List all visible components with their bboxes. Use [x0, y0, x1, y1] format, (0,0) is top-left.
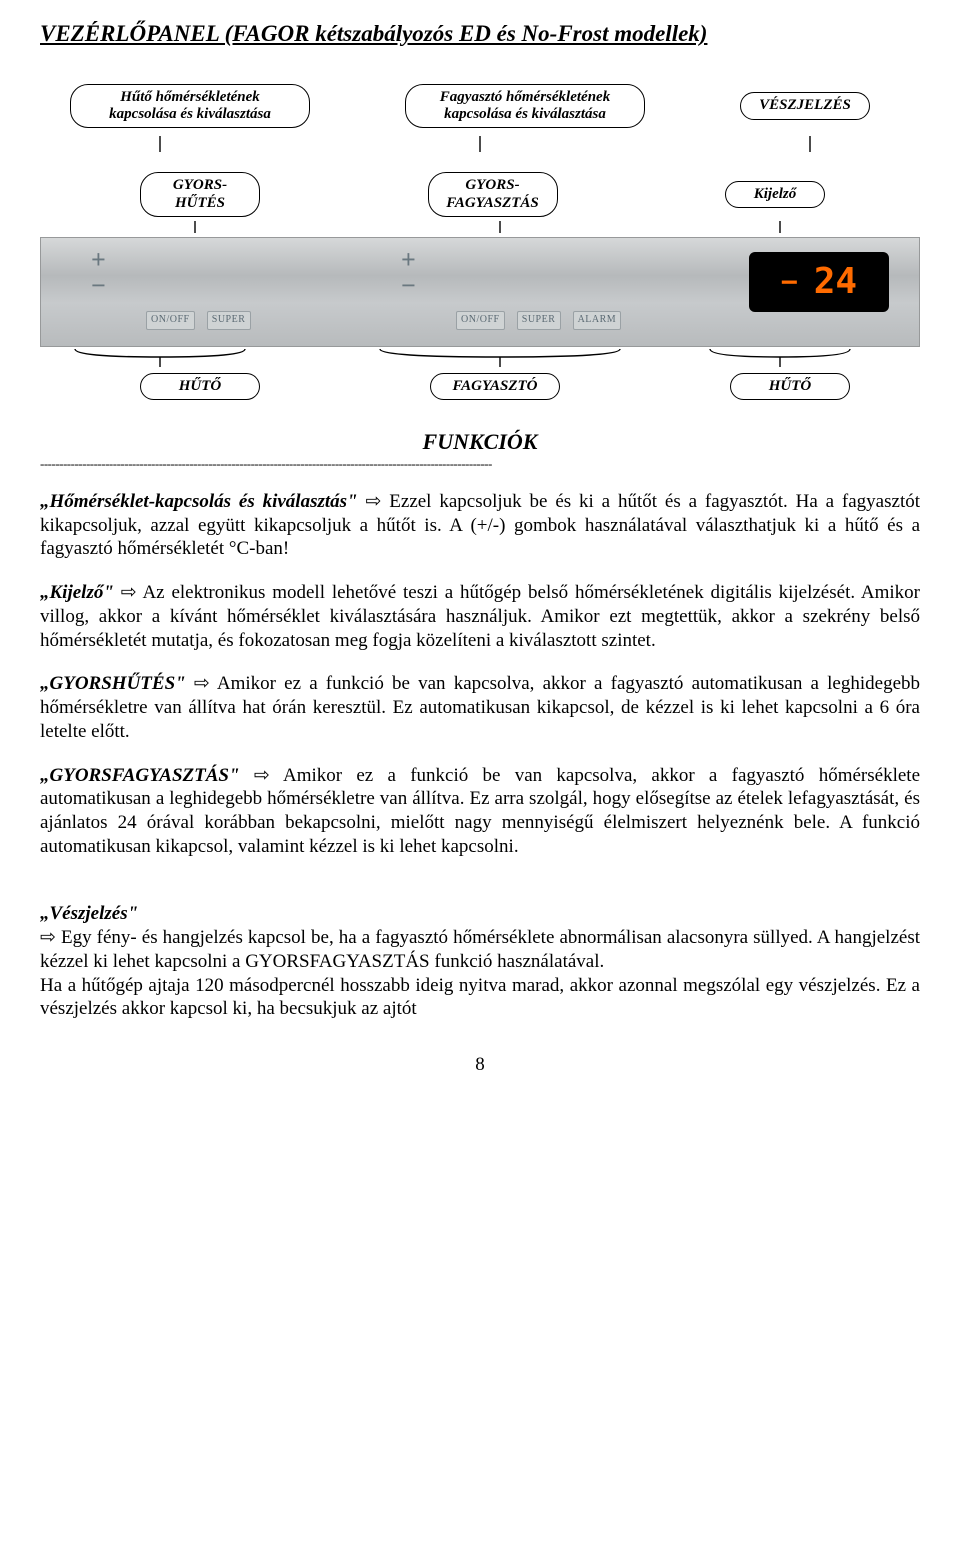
- page-number: 8: [40, 1053, 920, 1077]
- minus-icon: −: [401, 274, 416, 299]
- connectors-mid: [40, 221, 920, 237]
- plus-icon: +: [91, 248, 106, 273]
- page-title: VEZÉRLŐPANEL (FAGOR kétszabályozós ED és…: [40, 20, 920, 49]
- text-veszjelzes: Egy fény- és hangjelzés kapcsol be, ha a…: [40, 927, 920, 1019]
- label-huto-left: HŰTŐ: [140, 373, 260, 400]
- arrow-icon: ⇨: [254, 764, 270, 788]
- label-fagyaszto-homerseklet: Fagyasztó hőmérsékletének kapcsolása és …: [405, 84, 645, 129]
- control-panel-image: + − ON/OFF SUPER + − ON/OFF SUPER ALARM …: [40, 237, 920, 347]
- temperature-display: − 24: [749, 252, 889, 312]
- label-gyorshuites: GYORS- HŰTÉS: [140, 172, 260, 217]
- term-homerseklet: „Hőmérséklet-kapcsolás és kiválasztás": [40, 491, 358, 512]
- plus-icon: +: [401, 248, 416, 273]
- freezer-super-button[interactable]: SUPER: [517, 311, 561, 330]
- minus-icon: −: [91, 274, 106, 299]
- para-gyorsfagyasztas: „GYORSFAGYASZTÁS" ⇨ Amikor ez a funkció …: [40, 764, 920, 859]
- term-gyorshuites: „GYORSHŰTÉS": [40, 673, 186, 694]
- connectors-top: [40, 136, 920, 152]
- funkciok-heading: FUNKCIÓK: [40, 428, 920, 456]
- freezer-alarm-button[interactable]: ALARM: [573, 311, 622, 330]
- arrow-icon: ⇨: [194, 672, 210, 696]
- para-veszjelzes: „Vészjelzés" ⇨ Egy fény- és hangjelzés k…: [40, 879, 920, 1022]
- display-value: 24: [814, 259, 857, 304]
- label-huto-right: HŰTŐ: [730, 373, 850, 400]
- para-gyorshuites: „GYORSHŰTÉS" ⇨ Amikor ez a funkció be va…: [40, 672, 920, 743]
- diagram-row-bottom: HŰTŐ FAGYASZTÓ HŰTŐ: [40, 373, 920, 400]
- arrow-icon: ⇨: [365, 490, 381, 514]
- term-veszjelzes: „Vészjelzés": [40, 903, 138, 924]
- fridge-plus-minus: + −: [91, 248, 106, 299]
- text-kijelzo: Az elektronikus modell lehetővé teszi a …: [40, 582, 920, 651]
- diagram-row-mid: GYORS- HŰTÉS GYORS- FAGYASZTÁS Kijelző: [40, 172, 920, 217]
- para-kijelzo: „Kijelző" ⇨ Az elektronikus modell lehet…: [40, 581, 920, 652]
- braces-under-panel: [40, 347, 920, 369]
- fridge-super-button[interactable]: SUPER: [207, 311, 251, 330]
- display-sign: −: [781, 264, 798, 299]
- arrow-icon: ⇨: [40, 926, 56, 950]
- freezer-onoff-button[interactable]: ON/OFF: [456, 311, 505, 330]
- diagram-row-top: Hűtő hőmérsékletének kapcsolása és kivál…: [40, 84, 920, 129]
- label-fagyaszto: FAGYASZTÓ: [430, 373, 560, 400]
- label-kijelzo: Kijelző: [725, 181, 825, 208]
- fridge-onoff-button[interactable]: ON/OFF: [146, 311, 195, 330]
- term-gyorsfagyasztas: „GYORSFAGYASZTÁS": [40, 765, 240, 786]
- term-kijelzo: „Kijelző": [40, 582, 114, 603]
- arrow-icon: ⇨: [121, 581, 137, 605]
- label-veszjelzes: VÉSZJELZÉS: [740, 92, 870, 119]
- freezer-plus-minus: + −: [401, 248, 416, 299]
- label-huto-homerseklet: Hűtő hőmérsékletének kapcsolása és kivál…: [70, 84, 310, 129]
- para-homerseklet: „Hőmérséklet-kapcsolás és kiválasztás" ⇨…: [40, 490, 920, 561]
- divider-dashes: ----------------------------------------…: [40, 456, 920, 472]
- label-gyorsfagyasztas: GYORS- FAGYASZTÁS: [428, 172, 558, 217]
